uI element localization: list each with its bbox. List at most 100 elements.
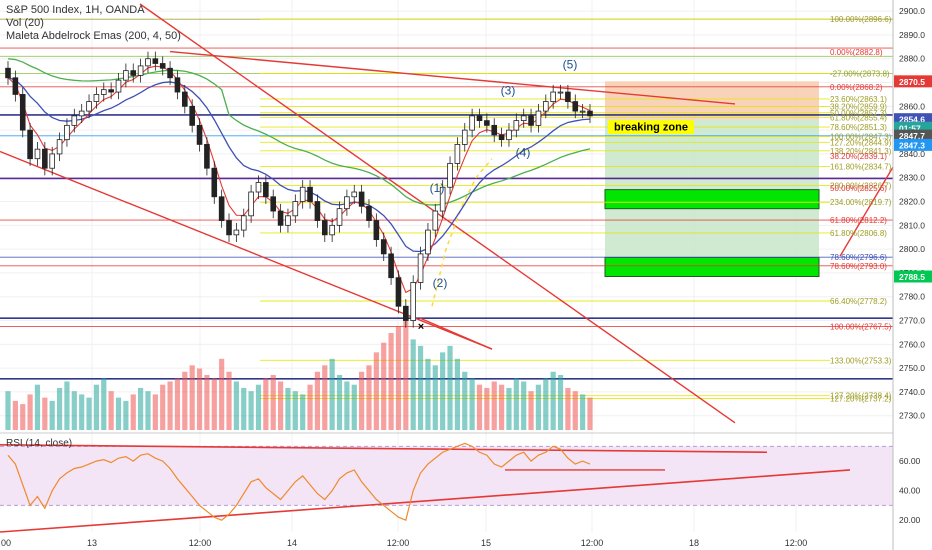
volume-bar xyxy=(329,358,335,430)
fib-label: 38.20%(2859.9) xyxy=(830,103,887,112)
volume-bar xyxy=(93,384,100,430)
volume-bar xyxy=(196,368,203,430)
candle-body xyxy=(469,115,475,131)
candle-body xyxy=(174,77,181,93)
price-tick-label: 2900.0 xyxy=(899,6,925,16)
volume-bar xyxy=(263,378,269,430)
rsi-legend[interactable]: RSI (14, close) xyxy=(6,438,73,449)
volume-bar xyxy=(270,375,276,430)
candle-body xyxy=(78,110,85,117)
candle-body xyxy=(270,196,277,212)
candle-body xyxy=(550,91,556,102)
candle-body xyxy=(226,220,232,236)
volume-bar xyxy=(108,391,114,430)
wave-label: (2) xyxy=(433,276,448,290)
time-tick-label: 13 xyxy=(87,538,97,548)
volume-bar xyxy=(521,381,527,430)
candle-body xyxy=(285,215,291,226)
ema-200-line xyxy=(7,58,591,206)
volume-bar xyxy=(145,391,151,430)
candle-body xyxy=(314,201,321,221)
candles xyxy=(5,51,593,328)
time-axis[interactable]: 00 13 12:00 14 12:00 15 12:00 18 12:00 xyxy=(1,538,807,548)
volume-legend[interactable]: Vol (20) xyxy=(6,17,44,29)
price-tag xyxy=(894,121,932,134)
fib-labels: 100.00%(2896.6) 0.00%(2882.8) -27.00%(2873… xyxy=(830,15,892,403)
fib-label: 0.00%(2868.2) xyxy=(830,83,883,92)
candle-body xyxy=(5,67,11,79)
candle-body xyxy=(115,79,122,93)
fib-label: 78.60%(2796.6) xyxy=(830,253,887,262)
candle-body xyxy=(565,91,571,102)
volume-bar xyxy=(351,384,357,430)
price-tick-label: 2810.0 xyxy=(899,220,925,230)
price-tick-label: 2800.0 xyxy=(899,244,925,254)
candle-body xyxy=(159,63,166,69)
fib-label: 50.00%(2857.3) xyxy=(830,109,887,118)
price-tag-label: 2847.3 xyxy=(899,140,925,150)
price-tick-label: 2770.0 xyxy=(899,316,925,326)
volume-bar xyxy=(211,378,217,430)
volume-bar xyxy=(572,391,578,430)
wave-label: (4) xyxy=(516,145,531,159)
fib-label: 38.20%(2839.1) xyxy=(830,152,887,161)
candle-body xyxy=(403,305,409,321)
candle-body xyxy=(196,124,203,145)
volume-bar xyxy=(204,375,210,430)
volume-bar xyxy=(528,391,534,430)
candle-body xyxy=(506,129,512,141)
volume-bar xyxy=(86,397,92,430)
volume-bar xyxy=(580,394,586,430)
volume-bar xyxy=(285,387,291,430)
wave-label: (3) xyxy=(501,83,516,97)
time-tick-label: 12:00 xyxy=(189,538,212,548)
candle-body xyxy=(395,277,402,307)
time-tick-label: 14 xyxy=(287,538,297,548)
volume-bar xyxy=(513,378,519,430)
fib-label: 161.80%(2834.7) xyxy=(830,163,892,172)
candle-body xyxy=(189,105,195,126)
trendline xyxy=(419,317,493,350)
candle-body xyxy=(432,210,439,231)
price-tag-label: 01:57 xyxy=(899,123,921,133)
price-tag xyxy=(894,75,932,88)
time-tick-label: 00 xyxy=(1,538,11,548)
volume-bar xyxy=(71,391,77,430)
ema-50-line xyxy=(7,77,591,253)
symbol-title[interactable]: S&P 500 Index, 1H, OANDA xyxy=(6,4,145,16)
volume-bar xyxy=(557,375,564,430)
volume-bar xyxy=(255,384,262,430)
ema-legend[interactable]: Maleta Abdelrock Emas (200, 4, 50) xyxy=(6,30,181,42)
volume-bar xyxy=(388,332,394,430)
candle-body xyxy=(579,110,586,113)
price-tick-label: 2840.0 xyxy=(899,149,925,159)
fib-label: 78.60%(2851.3) xyxy=(830,123,887,132)
fib-label: 23.60%(2863.1) xyxy=(830,95,887,104)
volume-bar xyxy=(587,397,593,430)
price-tick-label: 2750.0 xyxy=(899,363,925,373)
price-axis[interactable]: 2900.02890.02880.02870.02860.02850.02840… xyxy=(892,0,932,550)
candle-body xyxy=(587,110,593,117)
rsi-trendline xyxy=(0,444,768,454)
fib-label: 138.20%(2841.3) xyxy=(830,147,892,156)
fib-label: 61.80%(2812.2) xyxy=(830,216,887,225)
price-tick-label: 2830.0 xyxy=(899,173,925,183)
trendline xyxy=(169,50,736,105)
candle-body xyxy=(218,196,225,221)
volume-bar xyxy=(241,387,247,430)
volume-bar xyxy=(5,391,11,430)
candle-body xyxy=(344,196,350,210)
volume-bar xyxy=(476,384,483,430)
candle-body xyxy=(211,167,218,198)
volume-bar xyxy=(182,371,188,430)
volume-bar xyxy=(42,397,48,430)
candle-body xyxy=(277,210,284,226)
volume-bar xyxy=(292,391,298,430)
candle-body xyxy=(240,215,247,231)
volume-bar xyxy=(233,381,239,430)
trendlines xyxy=(0,3,899,533)
price-tick-label: 2760.0 xyxy=(899,339,925,349)
rsi-tick-label: 60.00 xyxy=(899,456,921,466)
fib-label: 133.00%(2753.3) xyxy=(830,356,892,365)
